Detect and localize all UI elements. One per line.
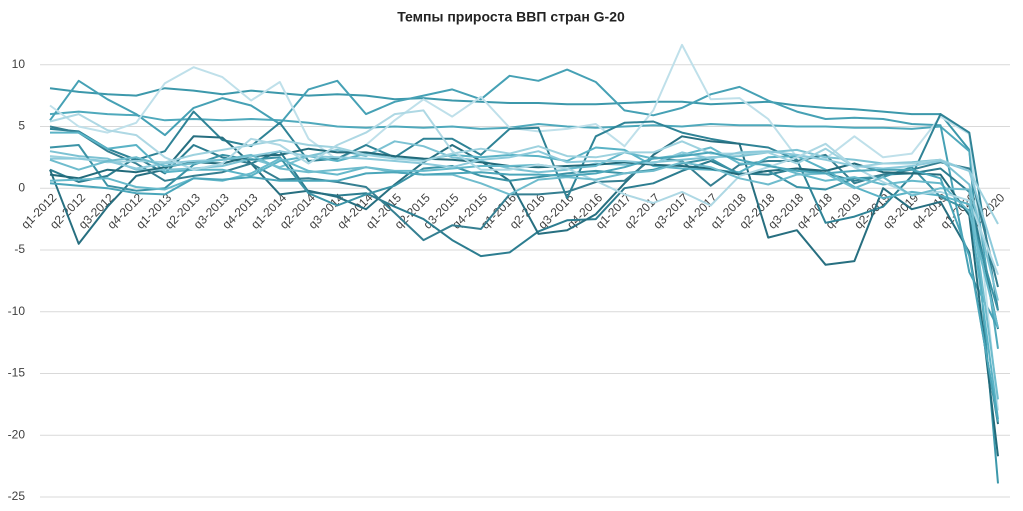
- series-line: [49, 110, 999, 349]
- y-tick-label: -25: [8, 489, 26, 503]
- series-line: [49, 139, 999, 225]
- y-tick-label: 0: [18, 180, 25, 194]
- series-line: [49, 87, 999, 484]
- series-line: [49, 151, 999, 422]
- series-line: [49, 68, 999, 329]
- series-line: [49, 153, 999, 400]
- series-line: [49, 144, 999, 330]
- y-tick-label: -20: [8, 427, 26, 441]
- y-tick-label: -5: [14, 242, 25, 256]
- series-line: [49, 43, 999, 411]
- chart-title: Темпы прироста ВВП стран G-20: [397, 9, 625, 25]
- y-tick-label: 10: [12, 57, 26, 71]
- series-line: [49, 110, 999, 311]
- series-line: [49, 125, 999, 288]
- y-tick-label: -15: [8, 366, 26, 380]
- series-line: [49, 109, 999, 276]
- y-tick-label: 5: [18, 119, 25, 133]
- series-line: [50, 150, 999, 267]
- y-tick-label: -10: [8, 304, 26, 318]
- series-line: [49, 135, 999, 425]
